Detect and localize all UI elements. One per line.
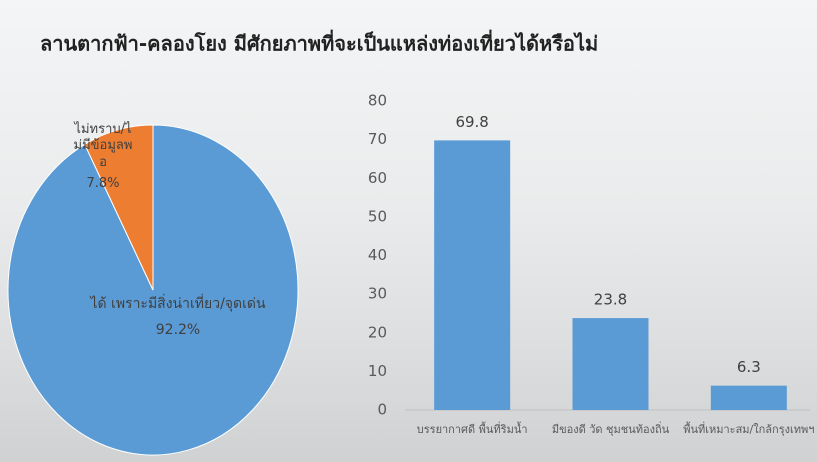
data-label: 23.8 bbox=[594, 291, 627, 309]
slice-value: 92.2% bbox=[155, 322, 201, 338]
y-tick-label: 40 bbox=[368, 246, 387, 264]
slice-value: 7.8% bbox=[86, 176, 120, 191]
y-tick-label: 50 bbox=[368, 207, 387, 225]
x-tick-label: พื้นที่เหมาะสม/ใกล้กรุงเทพฯ bbox=[683, 423, 815, 436]
bar bbox=[434, 140, 511, 410]
bar bbox=[710, 385, 787, 410]
y-tick-label: 10 bbox=[368, 362, 387, 380]
data-label: 6.3 bbox=[737, 358, 761, 376]
data-label: 69.8 bbox=[455, 113, 488, 131]
x-tick-label: มีของดี วัด ชุมชนท้องถิ่น bbox=[551, 423, 670, 436]
bar bbox=[572, 318, 649, 410]
y-tick-label: 60 bbox=[368, 169, 387, 187]
y-tick-label: 70 bbox=[368, 130, 387, 148]
slice-label: ไม่ทราบ/ไม่มีข้อมูลพอ bbox=[73, 122, 133, 170]
y-tick-label: 80 bbox=[368, 92, 387, 110]
y-tick-label: 0 bbox=[377, 401, 387, 419]
slice-label: ได้ เพราะมีสิ่งน่าเที่ยว/จุดเด่น bbox=[90, 296, 266, 312]
title: ลานตากฟ้า-คลองโยง มีศักยภาพที่จะเป็นแหล่… bbox=[40, 29, 598, 56]
y-tick-label: 20 bbox=[368, 323, 387, 341]
x-tick-label: บรรยากาศดี พื้นที่ริมน้ำ bbox=[416, 423, 528, 436]
y-tick-label: 30 bbox=[368, 285, 387, 303]
pie-slice bbox=[84, 124, 154, 291]
